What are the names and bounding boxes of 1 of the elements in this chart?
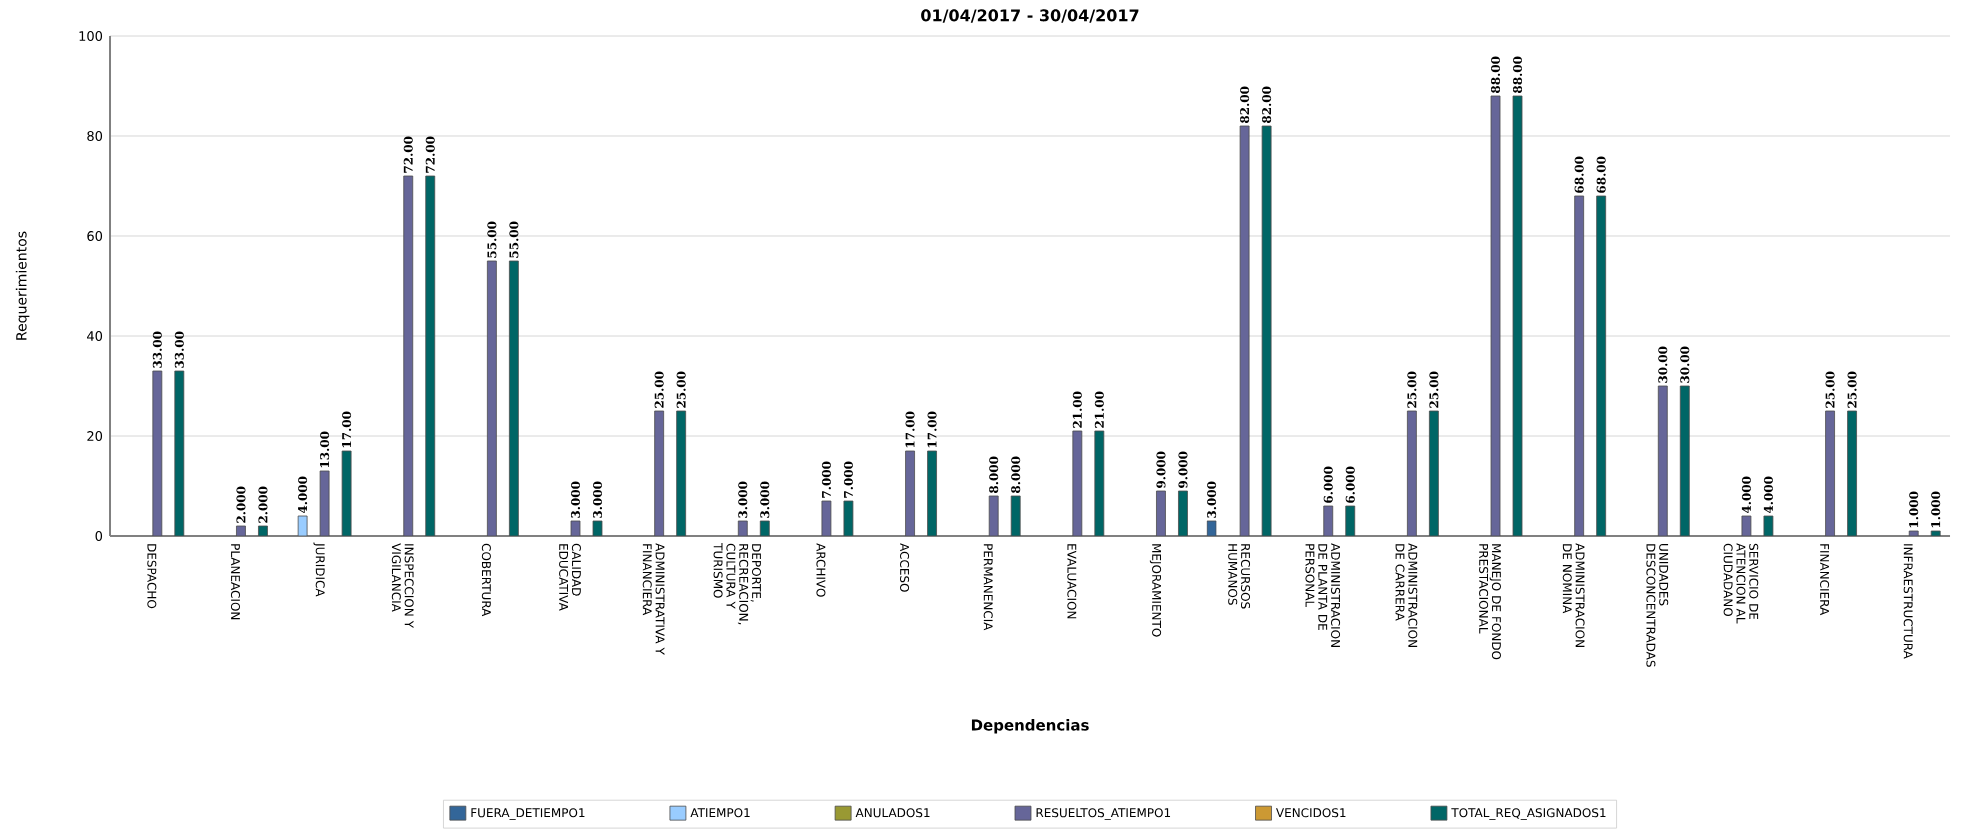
chart-title: 01/04/2017 - 30/04/2017 bbox=[921, 9, 1139, 23]
